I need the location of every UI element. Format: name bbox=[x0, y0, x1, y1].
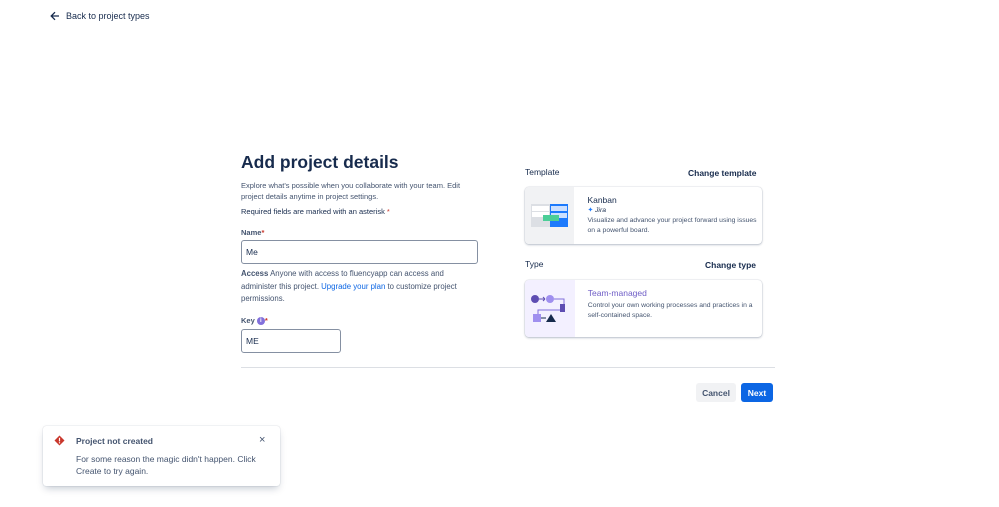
page-title: Add project details bbox=[241, 152, 399, 172]
asterisk: * bbox=[386, 207, 390, 216]
asterisk: * bbox=[264, 316, 268, 325]
upgrade-plan-link[interactable]: Upgrade your plan bbox=[321, 281, 386, 291]
type-card: Team-managed Control your own working pr… bbox=[525, 280, 762, 337]
access-text: Anyone with access to fluencyapp can acc… bbox=[241, 269, 444, 291]
key-label-text: Key bbox=[241, 316, 255, 325]
team-managed-illustration bbox=[525, 280, 575, 337]
access-text-2: to customize project permissions. bbox=[241, 281, 457, 304]
next-button[interactable]: Next bbox=[741, 383, 773, 402]
close-icon[interactable]: × bbox=[259, 434, 266, 446]
back-label: Back to project types bbox=[66, 11, 150, 21]
required-note-text: Required fields are marked with an aster… bbox=[241, 207, 385, 216]
template-card: Kanban ✦ Jira Visualize and advance your… bbox=[525, 187, 762, 244]
kanban-illustration bbox=[525, 187, 575, 244]
template-description: Visualize and advance your project forwa… bbox=[587, 217, 757, 234]
type-name: Team-managed bbox=[587, 288, 647, 298]
product-tag: ✦ Jira bbox=[587, 206, 762, 216]
access-info: Access Anyone with access to fluencyapp … bbox=[241, 268, 481, 306]
divider bbox=[241, 367, 775, 368]
type-section-label: Type bbox=[525, 259, 544, 269]
error-icon bbox=[54, 435, 65, 446]
back-to-project-types-link[interactable]: Back to project types bbox=[50, 11, 150, 21]
page-description: Explore what's possible when you collabo… bbox=[241, 181, 461, 201]
key-input[interactable]: ME bbox=[241, 329, 341, 353]
name-label-text: Name bbox=[241, 228, 262, 237]
jira-icon: ✦ bbox=[587, 207, 594, 214]
required-note: Required fields are marked with an aster… bbox=[241, 207, 390, 216]
asterisk: * bbox=[261, 228, 265, 237]
arrow-left-icon bbox=[50, 11, 59, 21]
access-label: Access bbox=[241, 269, 269, 278]
key-label: Key i * bbox=[241, 316, 268, 326]
info-icon[interactable]: i bbox=[256, 317, 265, 326]
template-section-label: Template bbox=[525, 167, 560, 177]
name-label: Name* bbox=[241, 228, 264, 237]
product-name: Jira bbox=[595, 207, 606, 214]
type-description: Control your own working processes and p… bbox=[587, 302, 753, 319]
template-name: Kanban bbox=[587, 195, 617, 205]
change-template-button[interactable]: Change template bbox=[688, 168, 757, 178]
toast-title: Project not created bbox=[76, 436, 153, 446]
change-type-button[interactable]: Change type bbox=[705, 260, 757, 270]
toast-message: For some reason the magic didn't happen.… bbox=[76, 454, 256, 476]
cancel-button[interactable]: Cancel bbox=[696, 383, 736, 402]
error-toast: Project not created × For some reason th… bbox=[43, 426, 280, 486]
name-input[interactable]: Me bbox=[241, 240, 478, 264]
